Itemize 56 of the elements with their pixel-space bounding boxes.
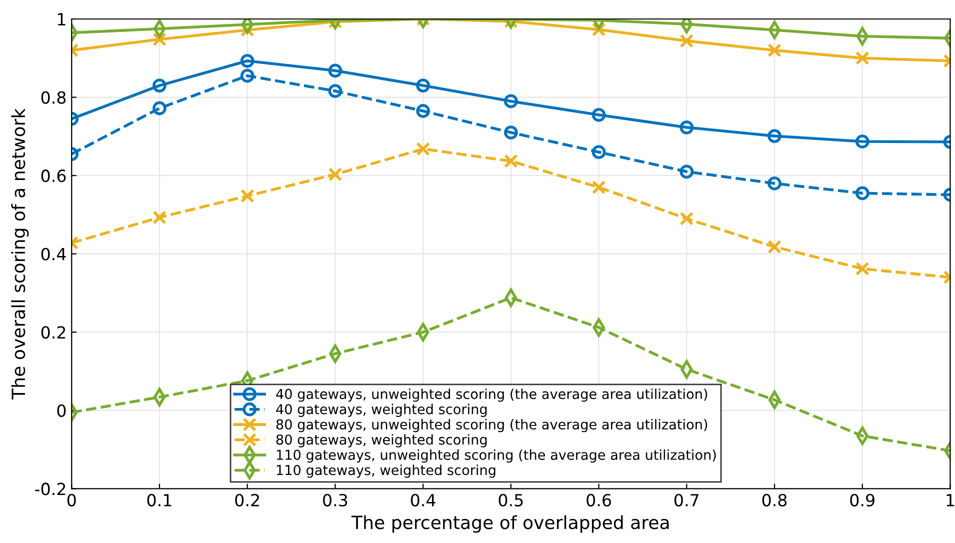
point	[416, 104, 430, 118]
point	[855, 186, 870, 200]
point	[328, 167, 342, 182]
x-tick-label: 0.5	[498, 494, 523, 506]
point	[240, 54, 254, 68]
point	[504, 126, 518, 140]
x-tick-label: 0.2	[235, 494, 259, 506]
y-tick-label: 0.4	[41, 248, 66, 260]
legend-label: 80 gateways, unweighted scoring (the average area utilization)	[276, 418, 708, 432]
point	[416, 142, 430, 156]
point	[768, 240, 782, 254]
x-tick-label: 0.1	[147, 494, 172, 506]
point	[416, 78, 430, 92]
point	[504, 154, 518, 168]
point	[592, 108, 606, 122]
point	[592, 145, 606, 160]
point	[240, 188, 254, 203]
legend-label: 110 gateways, unweighted scoring (the average area utilization)	[276, 449, 716, 463]
y-tick-label: 0.2	[41, 326, 66, 339]
legend-label: 40 gateways, weighted scoring	[276, 404, 487, 417]
legend-label: 40 gateways, unweighted scoring (the average area utilization)	[276, 388, 708, 402]
y-axis-title: The overall scoring of a network	[11, 108, 29, 400]
point	[680, 212, 694, 226]
x-tick-label: 0.4	[410, 494, 436, 506]
point	[152, 78, 166, 92]
point	[152, 210, 166, 224]
x-tick-label: 0.3	[323, 494, 348, 506]
x-tick-label: 1	[946, 494, 954, 506]
y-tick-label: 0	[57, 404, 66, 417]
x-tick-label: 0.6	[586, 494, 611, 506]
point	[768, 176, 782, 190]
x-tick-label: 0.7	[674, 494, 698, 506]
point	[680, 164, 694, 179]
point	[504, 94, 518, 108]
y-tick-label: 1	[58, 13, 66, 26]
point	[240, 68, 254, 83]
x-tick-label: 0.8	[762, 494, 787, 506]
y-tick-label: 0.6	[41, 170, 66, 182]
point	[152, 101, 166, 116]
point	[328, 64, 342, 78]
point	[855, 134, 870, 148]
legend-label: 110 gateways, weighted scoring	[276, 464, 496, 478]
legend-label: 80 gateways, weighted scoring	[276, 434, 487, 448]
point	[680, 120, 694, 134]
point	[680, 34, 694, 48]
point	[768, 43, 782, 58]
point	[855, 51, 870, 66]
point	[592, 180, 606, 194]
point	[328, 84, 342, 98]
point	[855, 262, 870, 276]
x-axis-title: The percentage of overlapped area	[351, 515, 669, 533]
x-tick-label: 0	[67, 494, 76, 506]
y-tick-label: 0.8	[41, 91, 66, 104]
x-tick-label: 0.9	[850, 494, 874, 506]
y-tick-label: -0.2	[35, 482, 66, 496]
point	[768, 129, 782, 143]
